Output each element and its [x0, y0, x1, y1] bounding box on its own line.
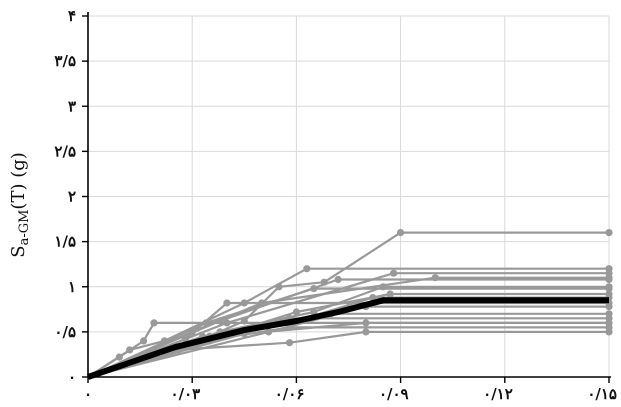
- record-series-1-point: [140, 337, 148, 345]
- record-series-3-point: [605, 229, 613, 237]
- x-tick-label: ۰/۰۹: [379, 385, 409, 403]
- y-axis-title-sub: a-GM: [17, 210, 32, 246]
- record-series-13-point: [362, 328, 370, 336]
- record-series-16-point: [390, 269, 398, 277]
- record-series-3-point: [397, 229, 405, 237]
- y-tick-label: ۳: [68, 97, 76, 115]
- x-tick-label: ۰/۱۲: [483, 385, 513, 403]
- record-series-16-point: [605, 269, 613, 277]
- record-series-2-point: [303, 265, 311, 273]
- y-tick-label: ۱/۵: [54, 233, 76, 251]
- y-tick-label: ۴: [68, 7, 76, 25]
- mean-series-group: [87, 297, 609, 380]
- record-series-12-point: [386, 290, 394, 298]
- record-series-16-point: [223, 319, 231, 327]
- record-series-12-point: [292, 308, 300, 316]
- tick-labels: ۰ ۰/۵ ۱ ۱/۵ ۲ ۲/۵ ۳ ۳/۵ ۴ ۰ ۰/۰۳ ۰/۰۶ ۰/۰۹ ۰/۱۲ ۰/۱۵: [54, 7, 617, 403]
- record-series-7-line: [87, 278, 609, 379]
- x-tick-label: ۰: [84, 385, 92, 403]
- mean-series-line: [87, 297, 609, 380]
- record-series-2-point: [126, 346, 134, 354]
- y-tick-label: ۲: [68, 188, 76, 206]
- y-axis-title: Sa-GM(T) (g): [8, 152, 32, 258]
- y-tick-label: ۱: [68, 278, 76, 296]
- axes: [82, 12, 611, 383]
- x-tick-label: ۰/۱۵: [587, 385, 617, 403]
- record-series-17-point: [369, 294, 377, 302]
- x-tick-label: ۰/۰۳: [171, 385, 201, 403]
- y-tick-label: ۰: [68, 368, 76, 386]
- record-series-7-point: [216, 317, 224, 325]
- record-series-13-point: [605, 328, 613, 336]
- record-series-1-point: [150, 319, 158, 327]
- record-series-15-point: [379, 283, 387, 291]
- record-series-3-point: [275, 283, 283, 291]
- record-series-16-line: [87, 272, 609, 379]
- record-series-7-point: [605, 275, 613, 284]
- record-series-7-point: [334, 275, 342, 284]
- y-tick-label: ۲/۵: [54, 142, 76, 160]
- y-tick-label: ۰/۵: [54, 323, 76, 341]
- record-series-15-point: [605, 283, 613, 291]
- record-series-4-point: [223, 299, 231, 307]
- y-axis-title-rest: (T) (g): [8, 152, 29, 209]
- record-series-13-point: [285, 339, 294, 347]
- x-tick-label: ۰/۰۶: [275, 385, 305, 403]
- y-tick-label: ۳/۵: [54, 52, 76, 70]
- record-series-group: [87, 229, 613, 379]
- grid: [88, 15, 610, 377]
- record-series-6-point: [202, 319, 210, 327]
- record-series-14-point: [605, 319, 613, 327]
- y-axis-title-main: S: [8, 245, 29, 257]
- record-series-14-line: [87, 321, 609, 379]
- record-series-11-point: [605, 303, 613, 311]
- record-series-6-line: [87, 287, 609, 379]
- record-series-14-point: [362, 319, 370, 327]
